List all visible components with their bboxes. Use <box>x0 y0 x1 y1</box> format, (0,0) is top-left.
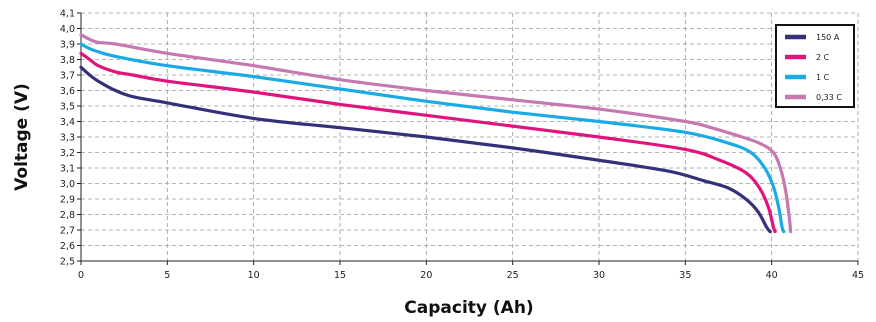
y-tick-label: 2,9 <box>60 194 75 205</box>
y-tick-label: 2,7 <box>60 225 75 236</box>
series-line-3 <box>79 42 786 234</box>
y-tick-labels: 2,5 2,6 2,7 2,8 2,9 3,0 3,1 3,2 3,3 3,4 3,5 3,6 3,7 3… <box>60 8 81 267</box>
x-tick-label: 5 <box>164 270 170 281</box>
y-tick-label: 3,3 <box>60 132 75 143</box>
x-tick-label: 30 <box>593 270 605 281</box>
legend-items: 150 A 2 C 1 C 0,33 C <box>785 33 842 102</box>
y-tick-label: 3,8 <box>60 55 75 66</box>
y-tick-label: 2,6 <box>60 241 75 252</box>
y-tick-label: 4,1 <box>60 8 75 19</box>
legend: 150 A 2 C 1 C 0,33 C <box>775 24 855 108</box>
y-tick-label: 3,4 <box>60 117 75 128</box>
x-tick-labels: 0 5 10 15 20 25 30 35 40 45 <box>78 261 864 281</box>
y-tick-label: 4,0 <box>60 24 75 35</box>
series-lines <box>79 33 793 234</box>
series-line-2 <box>79 51 777 234</box>
y-tick-label: 3,5 <box>60 101 75 112</box>
x-tick-label: 25 <box>507 270 519 281</box>
legend-label: 150 A <box>816 33 840 42</box>
legend-label: 0,33 C <box>816 93 842 102</box>
x-tick-label: 0 <box>78 270 84 281</box>
x-axis-title: Capacity (Ah) <box>404 298 533 318</box>
x-tick-label: 45 <box>852 270 864 281</box>
legend-label: 1 C <box>816 73 830 82</box>
grid-lines <box>81 12 859 261</box>
x-tick-label: 10 <box>248 270 260 281</box>
y-tick-label: 2,8 <box>60 210 75 221</box>
y-tick-label: 3,0 <box>60 179 75 190</box>
y-tick-label: 3,6 <box>60 86 75 97</box>
x-tick-label: 20 <box>420 270 432 281</box>
y-axis-title: Voltage (V) <box>12 83 32 191</box>
legend-label: 2 C <box>816 53 830 62</box>
y-tick-label: 3,7 <box>60 70 75 81</box>
x-tick-label: 40 <box>766 270 778 281</box>
y-tick-label: 3,1 <box>60 163 75 174</box>
series-line-1 <box>79 65 772 234</box>
y-tick-label: 3,2 <box>60 148 75 159</box>
y-tick-label: 2,5 <box>60 256 75 267</box>
x-tick-label: 15 <box>334 270 346 281</box>
y-tick-label: 3,9 <box>60 39 75 50</box>
x-tick-label: 35 <box>679 270 691 281</box>
series-line-4 <box>79 33 793 234</box>
